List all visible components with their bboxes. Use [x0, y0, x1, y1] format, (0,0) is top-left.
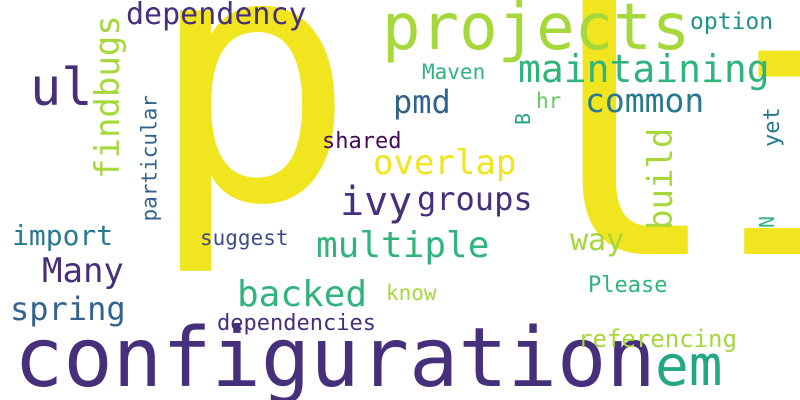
- word-em: em: [655, 334, 723, 399]
- word-ivy: ivy: [340, 179, 413, 225]
- word-way: way: [570, 223, 625, 258]
- word-backed: backed: [237, 274, 368, 315]
- word-N: N: [755, 215, 779, 228]
- word-pmd: pmd: [393, 83, 451, 121]
- word-groups: groups: [417, 180, 533, 218]
- word-build: build: [641, 127, 681, 230]
- word-projects: projects: [382, 0, 691, 65]
- word-particular: particular: [137, 95, 162, 222]
- word-hr: hr: [536, 89, 562, 113]
- word-dependency: dependency: [126, 0, 307, 32]
- word-know: know: [386, 281, 437, 305]
- word-findbugs: findbugs: [88, 15, 128, 179]
- word-option: option: [690, 9, 774, 35]
- word-yet: yet: [760, 107, 785, 147]
- word-Many: Many: [42, 251, 124, 291]
- word-p: p: [148, 0, 356, 281]
- word-maintaining: maintaining: [518, 47, 770, 91]
- word-Maven: Maven: [422, 60, 486, 84]
- word-B: B: [511, 112, 535, 125]
- word-import: import: [12, 219, 114, 252]
- word-common: common: [585, 81, 705, 120]
- word-li: li: [500, 0, 800, 342]
- word-suggest: suggest: [200, 226, 289, 250]
- word-ul: ul: [30, 58, 93, 118]
- word-overlap: overlap: [373, 143, 517, 183]
- word-Please: Please: [588, 273, 668, 298]
- word-referencing: referencing: [578, 325, 737, 353]
- word-configuration: configuration: [14, 311, 656, 400]
- word-spring: spring: [10, 290, 126, 328]
- word-shared: shared: [322, 129, 402, 154]
- word-dependencies: dependencies: [217, 311, 376, 336]
- word-multiple: multiple: [316, 225, 490, 266]
